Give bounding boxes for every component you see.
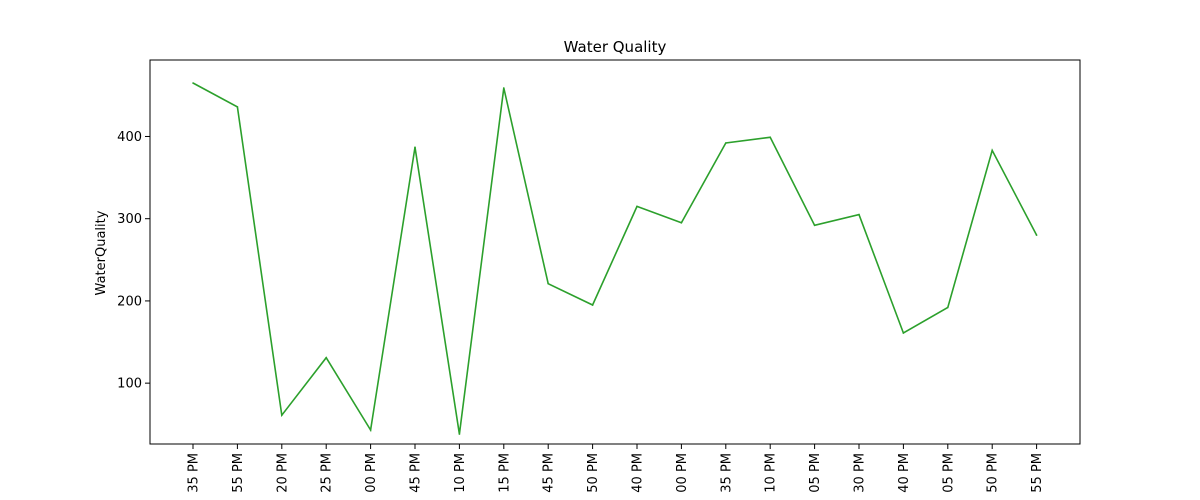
x-tick-label: 05 PM	[808, 453, 823, 493]
data-point	[947, 306, 949, 309]
x-tick-label: 10 PM	[453, 453, 468, 493]
chart-title: Water Quality	[564, 38, 667, 56]
data-point	[725, 142, 727, 144]
y-tick-label: 200	[117, 294, 142, 309]
data-point	[325, 356, 328, 359]
data-point	[503, 87, 505, 89]
y-tick-label: 300	[117, 212, 142, 227]
data-point	[458, 433, 461, 435]
x-tick-label: 50 PM	[986, 453, 1001, 493]
data-point	[902, 332, 905, 334]
data-point	[236, 106, 239, 108]
data-point	[281, 414, 283, 417]
data-point	[591, 304, 594, 306]
x-tick-label: 30 PM	[853, 453, 868, 493]
x-tick-label: 00 PM	[364, 453, 379, 493]
x-tick-label: 25 PM	[320, 453, 335, 493]
x-tick-label: 00 PM	[675, 453, 690, 493]
x-axis: 35 PM 55 PM 20 PM 25 PM 00 PM 45 PM 10 PM 15 PM…	[187, 444, 1045, 493]
x-tick-label: 55 PM	[1030, 453, 1045, 493]
x-tick-label: 05 PM	[941, 453, 956, 493]
data-point	[547, 282, 549, 285]
x-tick-label: 20 PM	[275, 453, 290, 493]
data-point	[680, 222, 683, 224]
data-point	[636, 205, 638, 208]
plot-area	[149, 59, 1081, 445]
data-point	[769, 136, 771, 139]
x-tick-label: 50 PM	[586, 453, 601, 493]
y-axis-label: WaterQuality	[94, 210, 109, 295]
y-tick-label: 400	[117, 130, 142, 145]
data-point	[192, 82, 194, 84]
series-line	[192, 82, 1038, 435]
x-tick-label: 40 PM	[897, 453, 912, 493]
data-point	[813, 224, 816, 227]
x-tick-label: 55 PM	[231, 453, 246, 493]
y-axis: 100 200 300 400	[117, 130, 150, 392]
data-point	[1035, 234, 1038, 236]
series-group	[192, 82, 1038, 435]
x-tick-label: 45 PM	[409, 453, 424, 493]
y-tick-label: 100	[117, 377, 142, 392]
data-point	[991, 149, 993, 152]
data-point	[369, 429, 372, 431]
x-tick-label: 15 PM	[497, 453, 512, 493]
x-tick-label: 40 PM	[631, 453, 646, 493]
x-tick-label: 10 PM	[764, 453, 779, 493]
data-point	[858, 213, 860, 216]
x-tick-label: 35 PM	[719, 453, 734, 493]
x-tick-label: 35 PM	[187, 453, 202, 493]
data-point	[414, 146, 416, 148]
x-tick-label: 45 PM	[542, 453, 557, 493]
